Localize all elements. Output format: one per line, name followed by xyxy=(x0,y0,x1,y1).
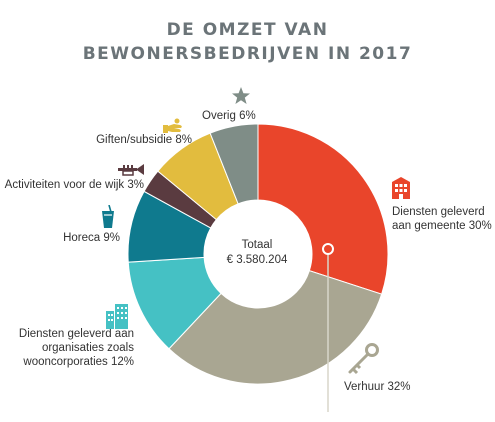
buildings-icon xyxy=(106,304,128,329)
label-wooncorporaties-line-3: wooncorporaties 12% xyxy=(23,356,134,368)
drink-icon xyxy=(102,205,114,228)
donut-slice-0 xyxy=(257,123,389,295)
building-icon xyxy=(392,177,410,199)
label-overig-line-1: Overig 6% xyxy=(202,110,256,122)
star-icon xyxy=(232,87,250,104)
label-horeca: Horeca 9% xyxy=(10,231,120,245)
trumpet-icon xyxy=(118,164,144,176)
chart-title-line-1: DE OMZET VAN xyxy=(166,20,329,40)
chart-title-line-2: BEWONERSBEDRIJVEN IN 2017 xyxy=(82,44,413,64)
center-total-label: Totaal xyxy=(241,239,273,251)
label-verhuur: Verhuur 32% xyxy=(344,380,411,394)
label-verhuur-line-1: Verhuur 32% xyxy=(344,381,411,393)
label-overig: Overig 6% xyxy=(202,109,256,123)
label-wooncorporaties-line-1: Diensten geleverd aan xyxy=(18,328,134,340)
label-giften: Giften/subsidie 8% xyxy=(40,133,192,147)
label-diensten-gemeente: Diensten geleverd aan gemeente 30% xyxy=(392,205,492,233)
label-wooncorporaties-line-2: organisaties zoals xyxy=(41,342,134,354)
label-diensten-gemeente-line-2: aan gemeente 30% xyxy=(392,220,492,232)
center-total-value: € 3.580.204 xyxy=(226,254,288,266)
key-icon xyxy=(348,343,379,375)
hand-icon xyxy=(163,118,182,133)
label-horeca-line-1: Horeca 9% xyxy=(63,232,120,244)
label-activiteiten: Activiteiten voor de wijk 3% xyxy=(2,178,144,192)
label-activiteiten-line-1: Activiteiten voor de wijk 3% xyxy=(4,179,144,191)
marker-ring xyxy=(322,243,334,255)
label-diensten-gemeente-line-1: Diensten geleverd xyxy=(392,206,485,218)
label-giften-line-1: Giften/subsidie 8% xyxy=(96,134,192,146)
donut-slice-6 xyxy=(209,123,259,205)
label-wooncorporaties: Diensten geleverd aan organisaties zoals… xyxy=(10,327,134,369)
